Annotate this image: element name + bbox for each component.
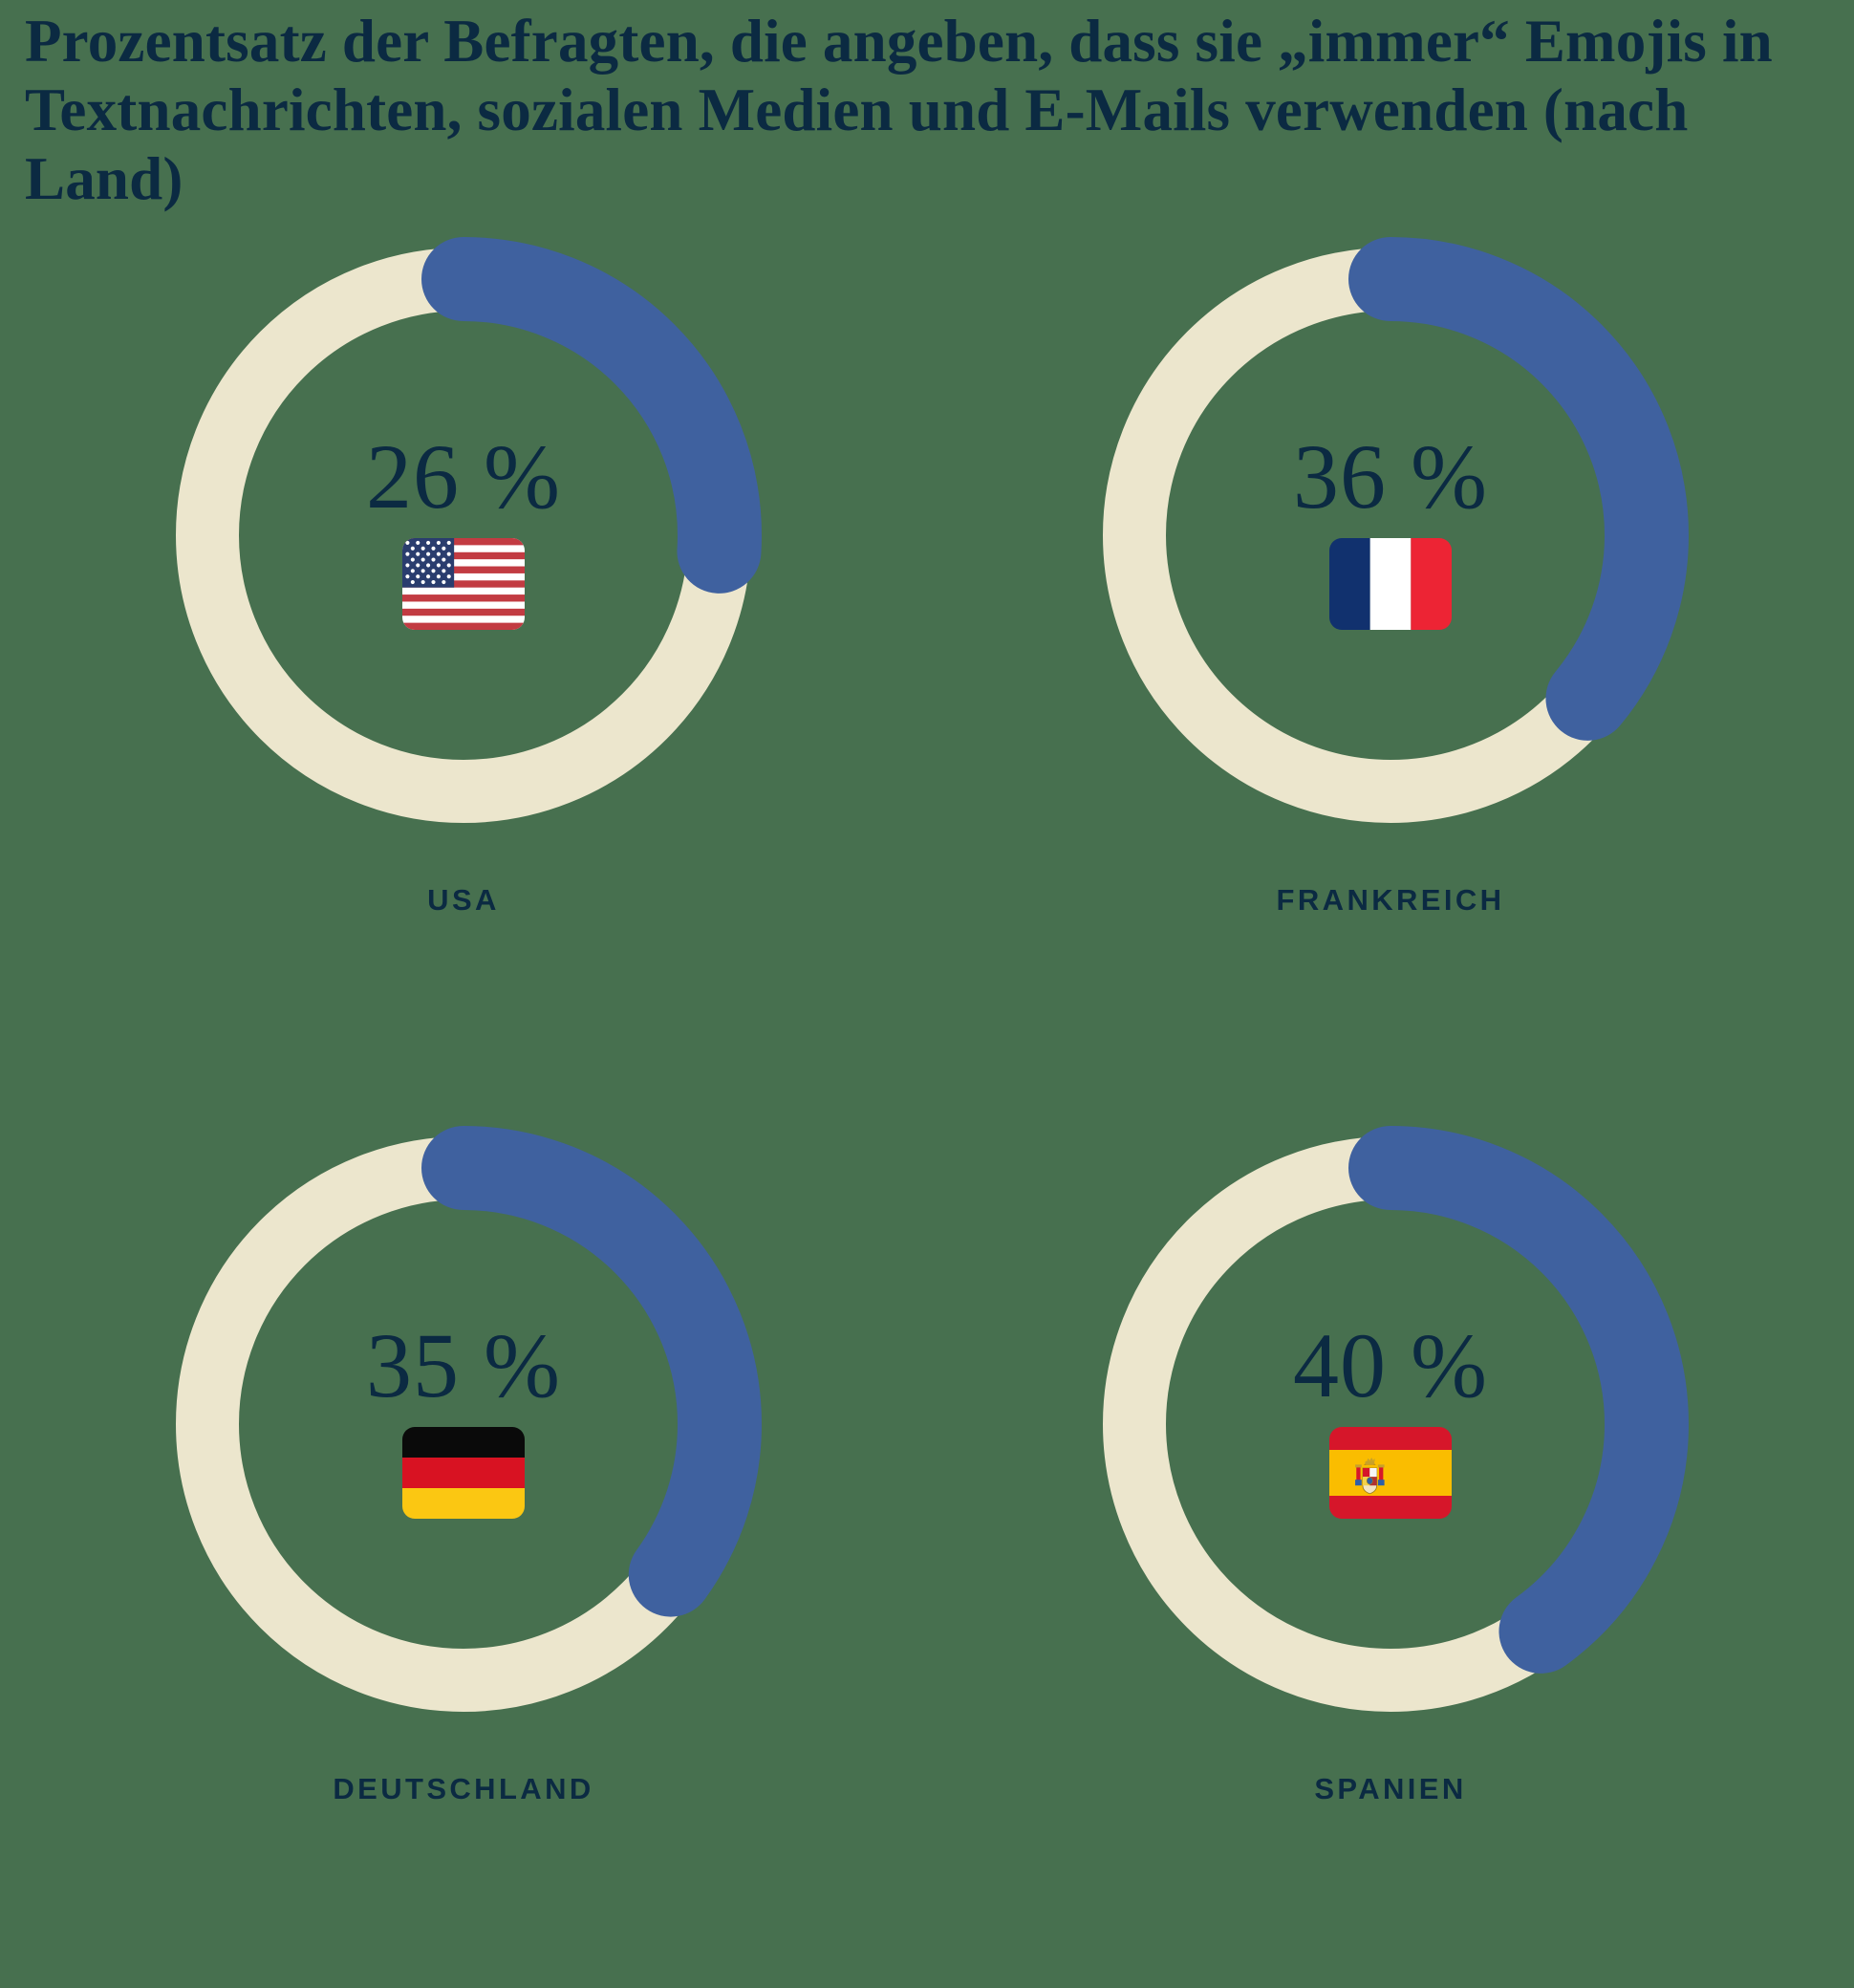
donut-center-frankreich: 36 % xyxy=(1066,210,1715,860)
percent-value-deutschland: 35 % xyxy=(366,1314,561,1416)
donut-svg-frankreich xyxy=(1092,237,1689,833)
donut-chart-usa: 26 % xyxy=(139,210,788,860)
donut-chart-spanien: 40 % xyxy=(1066,1099,1715,1749)
donut-center-deutschland: 35 % xyxy=(139,1099,788,1749)
country-label-usa: USA xyxy=(427,883,500,917)
donut-svg-spanien xyxy=(1092,1126,1689,1722)
percent-value-spanien: 40 % xyxy=(1293,1314,1488,1416)
flag-spain-icon xyxy=(1329,1427,1452,1519)
donut-chart-deutschland: 35 % xyxy=(139,1099,788,1749)
percent-value-usa: 26 % xyxy=(366,425,561,528)
donut-grid: 26 % xyxy=(0,210,1854,1988)
donut-card-usa: 26 % xyxy=(0,210,927,1099)
donut-center-usa: 26 % xyxy=(139,210,788,860)
infographic-page: Prozentsatz der Befragten, die angeben, … xyxy=(25,8,1773,1805)
flag-germany-icon xyxy=(402,1427,525,1519)
country-label-deutschland: DEUTSCHLAND xyxy=(333,1772,594,1805)
percent-value-frankreich: 36 % xyxy=(1293,425,1488,528)
donut-center-spanien: 40 % xyxy=(1066,1099,1715,1749)
donut-arc-spanien xyxy=(1092,1126,1689,1722)
donut-arc-usa xyxy=(165,237,762,833)
donut-card-frankreich: 36 % FRANKREICH xyxy=(927,210,1854,1099)
flag-usa-icon xyxy=(402,538,525,630)
donut-chart-frankreich: 36 % xyxy=(1066,210,1715,860)
donut-card-deutschland: 35 % DEUTSCHLAND xyxy=(0,1099,927,1988)
country-label-frankreich: FRANKREICH xyxy=(1276,883,1505,917)
flag-france-icon xyxy=(1329,538,1452,630)
donut-svg-deutschland xyxy=(165,1126,762,1722)
country-label-spanien: SPANIEN xyxy=(1314,1772,1467,1805)
donut-arc-frankreich xyxy=(1092,237,1689,833)
donut-card-spanien: 40 % xyxy=(927,1099,1854,1988)
donut-arc-deutschland xyxy=(165,1126,762,1722)
page-title: Prozentsatz der Befragten, die angeben, … xyxy=(25,8,1773,212)
donut-svg-usa xyxy=(165,237,762,833)
